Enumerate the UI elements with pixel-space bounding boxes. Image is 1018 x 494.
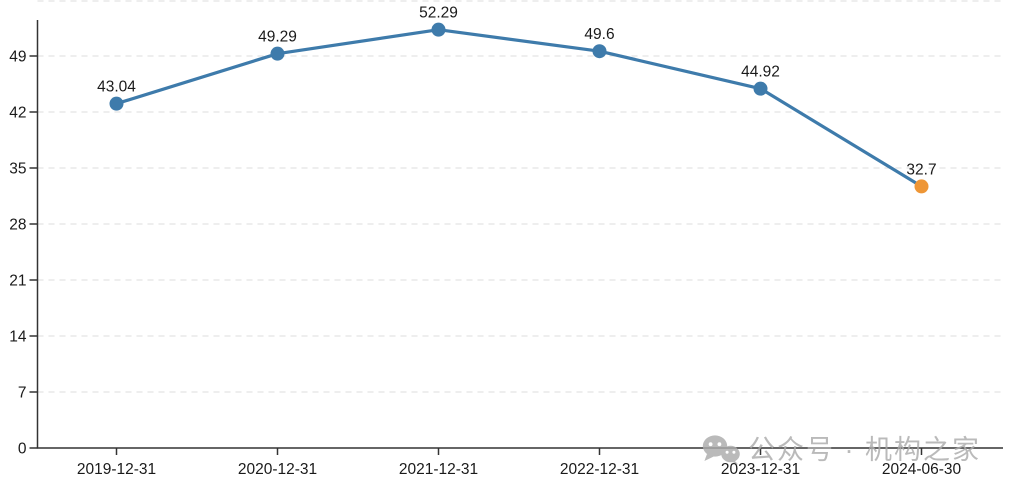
data-point[interactable] — [109, 96, 124, 111]
data-label: 52.29 — [419, 5, 458, 22]
y-tick-label: 49 — [9, 48, 26, 65]
x-tick-label: 2022-12-31 — [560, 461, 639, 478]
y-tick-label: 7 — [18, 384, 27, 401]
x-tick-label: 2023-12-31 — [721, 461, 800, 478]
y-tick-label: 21 — [9, 272, 26, 289]
data-point[interactable] — [270, 46, 285, 61]
data-label: 44.92 — [741, 64, 780, 81]
data-label: 49.29 — [258, 29, 297, 46]
y-tick-label: 28 — [9, 216, 26, 233]
y-tick-label: 42 — [9, 104, 26, 121]
data-label: 43.04 — [97, 79, 136, 96]
data-point[interactable] — [431, 22, 446, 37]
x-tick-label: 2024-06-30 — [882, 461, 962, 478]
data-label: 49.6 — [584, 26, 614, 43]
data-point[interactable] — [914, 179, 929, 194]
y-tick-label: 0 — [18, 440, 27, 457]
x-tick-label: 2021-12-31 — [399, 461, 478, 478]
data-point[interactable] — [753, 81, 768, 96]
y-tick-label: 14 — [9, 328, 27, 345]
x-tick-label: 2020-12-31 — [238, 461, 317, 478]
data-label: 32.7 — [906, 161, 936, 178]
data-point[interactable] — [592, 44, 607, 59]
x-tick-label: 2019-12-31 — [77, 461, 156, 478]
series-line — [114, 28, 924, 188]
y-tick-label: 35 — [9, 160, 26, 177]
